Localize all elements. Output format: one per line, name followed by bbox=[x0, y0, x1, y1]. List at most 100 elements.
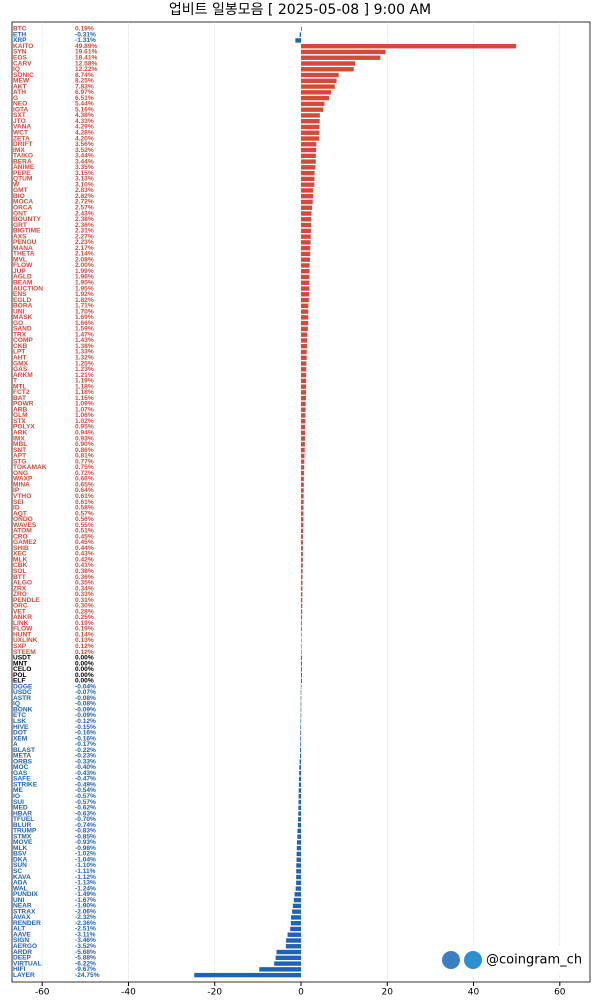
category-label: ASTR bbox=[13, 695, 31, 702]
value-label: -1.90% bbox=[75, 903, 96, 910]
value-label: 0.30% bbox=[75, 603, 94, 610]
value-label: -0.57% bbox=[75, 793, 96, 800]
category-label: SYN bbox=[13, 49, 27, 56]
category-label: POL bbox=[13, 672, 27, 679]
category-label: STRAX bbox=[13, 908, 36, 915]
category-label: TAIKO bbox=[13, 153, 33, 160]
value-label: 5.44% bbox=[75, 101, 94, 108]
value-label: -2.36% bbox=[75, 920, 96, 927]
bar bbox=[300, 701, 302, 707]
category-label: SXT bbox=[13, 112, 26, 119]
value-label: 0.55% bbox=[75, 522, 94, 529]
bar bbox=[301, 511, 304, 516]
bar bbox=[301, 101, 325, 107]
bar bbox=[301, 194, 314, 199]
value-label: 0.58% bbox=[75, 505, 94, 512]
value-label: 1.23% bbox=[75, 366, 94, 373]
bar bbox=[295, 886, 301, 891]
bar bbox=[301, 245, 311, 251]
bar bbox=[301, 332, 308, 337]
category-label: AHT bbox=[13, 355, 27, 362]
value-label: -0.16% bbox=[75, 735, 96, 742]
bar bbox=[300, 707, 302, 712]
category-label: GMT bbox=[13, 187, 28, 194]
category-label: ZETA bbox=[13, 135, 30, 142]
value-label: 3.35% bbox=[75, 164, 94, 171]
category-label: TOKAMAK bbox=[13, 464, 47, 471]
bar bbox=[301, 413, 306, 418]
bar bbox=[301, 309, 309, 314]
value-label: 0.12% bbox=[75, 643, 94, 650]
bar bbox=[301, 240, 311, 245]
category-label: DEEP bbox=[13, 955, 32, 962]
bar bbox=[301, 165, 316, 170]
category-label: SONIC bbox=[13, 72, 34, 79]
bar bbox=[301, 147, 317, 153]
x-tick-label: -40 bbox=[121, 988, 136, 998]
value-label: 1.43% bbox=[75, 337, 94, 344]
category-label: STMX bbox=[13, 833, 32, 840]
bar bbox=[296, 869, 301, 874]
category-label: MOCA bbox=[13, 199, 33, 206]
bar bbox=[301, 361, 307, 366]
category-label: SNT bbox=[13, 447, 26, 454]
bar bbox=[299, 765, 301, 770]
value-label: -0.98% bbox=[75, 845, 96, 852]
value-label: 1.59% bbox=[75, 326, 94, 333]
category-label: SUI bbox=[13, 799, 24, 806]
bar bbox=[274, 961, 301, 966]
category-label: TRX bbox=[13, 331, 27, 338]
value-label: 2.83% bbox=[75, 187, 94, 194]
category-label: ID bbox=[13, 505, 20, 512]
bar bbox=[301, 494, 304, 499]
value-label: 0.00% bbox=[75, 672, 94, 679]
category-label: KAVA bbox=[13, 874, 31, 881]
category-label: STG bbox=[13, 458, 27, 465]
value-label: 4.29% bbox=[75, 124, 94, 131]
category-label: GAS bbox=[13, 770, 28, 777]
category-label: BTT bbox=[13, 574, 26, 581]
category-label: BTC bbox=[13, 26, 27, 33]
bar bbox=[301, 355, 307, 360]
bar bbox=[301, 222, 312, 228]
category-label: A bbox=[13, 741, 18, 748]
category-label: CRO bbox=[13, 533, 28, 540]
category-label: MBL bbox=[13, 441, 27, 448]
category-label: AAVE bbox=[13, 931, 31, 938]
category-label: TRUMP bbox=[13, 828, 37, 835]
value-label: -0.85% bbox=[75, 833, 96, 840]
bar bbox=[301, 442, 305, 447]
category-label: SEI bbox=[13, 499, 24, 506]
bar bbox=[300, 736, 301, 741]
x-tick-label: 40 bbox=[468, 988, 480, 998]
value-label: -1.13% bbox=[75, 880, 96, 887]
category-label: LSK bbox=[13, 718, 26, 725]
category-label: DKA bbox=[13, 856, 28, 863]
value-label: 0.00% bbox=[75, 678, 94, 685]
value-label: -0.63% bbox=[75, 810, 96, 817]
value-label: 1.07% bbox=[75, 406, 94, 413]
value-label: 1.99% bbox=[75, 268, 94, 275]
bar bbox=[301, 586, 303, 591]
bar bbox=[194, 972, 301, 978]
category-label: PEPE bbox=[13, 170, 31, 177]
bar bbox=[301, 176, 315, 182]
bar bbox=[301, 378, 307, 384]
value-label: 6.51% bbox=[75, 95, 94, 102]
value-label: 0.95% bbox=[75, 424, 94, 431]
category-label: BIGTIME bbox=[13, 228, 41, 235]
value-label: 0.57% bbox=[75, 510, 94, 517]
category-label: NEAR bbox=[13, 903, 32, 910]
bar bbox=[301, 603, 303, 609]
bar bbox=[301, 338, 308, 343]
bar bbox=[301, 545, 303, 551]
bar bbox=[301, 182, 315, 187]
value-label: -1.04% bbox=[75, 856, 96, 863]
value-label: 0.36% bbox=[75, 574, 94, 581]
bar bbox=[286, 938, 301, 943]
value-label: 0.31% bbox=[75, 597, 94, 604]
value-label: 0.28% bbox=[75, 608, 94, 615]
category-label: IP bbox=[13, 487, 20, 494]
x-tick-label: 0 bbox=[298, 988, 304, 998]
